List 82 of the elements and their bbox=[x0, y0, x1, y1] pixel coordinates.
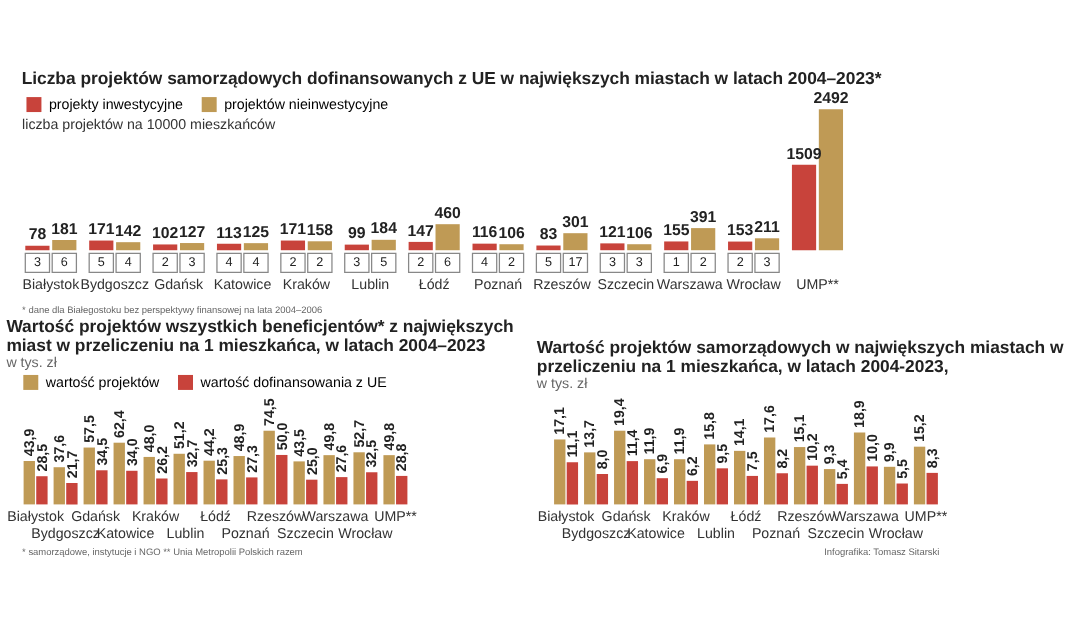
bar bbox=[396, 475, 408, 505]
bar bbox=[806, 465, 818, 505]
bar bbox=[913, 446, 926, 505]
bar bbox=[126, 470, 138, 505]
data-label: 147 bbox=[407, 221, 436, 240]
data-label: 211 bbox=[754, 217, 781, 236]
bar bbox=[233, 456, 245, 505]
data-label: 102 bbox=[152, 224, 180, 243]
bar bbox=[791, 164, 817, 251]
bar bbox=[36, 476, 48, 505]
bar bbox=[293, 461, 305, 505]
chart-title: Wartość projektów wszystkich beneficjentów* z największych miast w przeliczeniu na 1 mieszkańca, w latach 2004–2023 bbox=[6, 316, 514, 356]
chart-title: Liczba projektów samorządowych dofinansowanych z UE w największych miastach w latach 2004–2023* bbox=[21, 67, 883, 88]
bar bbox=[566, 462, 579, 505]
bar bbox=[746, 475, 758, 505]
bar bbox=[66, 482, 78, 505]
bar bbox=[626, 461, 639, 505]
data-label: 121 bbox=[599, 223, 627, 242]
data-label: 184 bbox=[370, 219, 399, 238]
chart-title: Wartość projektów samorządowych w największych miastach w przeliczeniu na 1 mieszkańca, w latach 2004-2023, bbox=[536, 336, 1064, 376]
bar bbox=[203, 460, 215, 505]
bar bbox=[216, 479, 228, 505]
bar bbox=[246, 477, 258, 505]
bar bbox=[263, 430, 275, 505]
data-label: 2492 bbox=[813, 88, 850, 107]
bar bbox=[674, 459, 686, 505]
bar bbox=[818, 109, 844, 251]
data-label: 171 bbox=[88, 220, 116, 239]
data-label: 116 bbox=[471, 223, 499, 242]
bar bbox=[323, 455, 335, 505]
data-label: 155 bbox=[663, 221, 691, 240]
data-label: 106 bbox=[626, 223, 654, 242]
bar bbox=[866, 466, 878, 505]
bar bbox=[83, 447, 95, 505]
bar bbox=[776, 473, 788, 505]
data-label: 181 bbox=[51, 219, 79, 238]
bar bbox=[896, 483, 908, 505]
bar bbox=[853, 432, 866, 505]
bar bbox=[733, 450, 746, 505]
bar bbox=[96, 470, 108, 505]
data-label: 391 bbox=[690, 207, 718, 226]
bar bbox=[584, 452, 596, 505]
data-label: 99 bbox=[348, 224, 367, 243]
data-label: 460 bbox=[434, 203, 462, 222]
data-label: 78 bbox=[28, 225, 48, 244]
data-label: 171 bbox=[279, 220, 308, 239]
bar bbox=[686, 480, 698, 505]
bar bbox=[716, 468, 728, 505]
bar bbox=[306, 479, 318, 505]
bar bbox=[704, 444, 716, 505]
bar bbox=[644, 459, 656, 505]
bar bbox=[53, 467, 65, 505]
bar bbox=[173, 453, 185, 505]
bar bbox=[366, 472, 378, 505]
bar bbox=[596, 474, 609, 505]
data-label: 142 bbox=[115, 221, 143, 240]
bar bbox=[836, 483, 848, 505]
bar bbox=[383, 455, 395, 505]
bar bbox=[156, 478, 168, 505]
bar bbox=[186, 472, 198, 505]
bar bbox=[823, 469, 836, 505]
bar bbox=[276, 454, 288, 505]
bar bbox=[23, 460, 35, 505]
bar bbox=[656, 478, 669, 505]
data-label: 106 bbox=[498, 223, 526, 242]
bar bbox=[614, 430, 626, 505]
bar bbox=[763, 437, 776, 505]
data-label: 127 bbox=[178, 222, 207, 241]
data-label: 301 bbox=[562, 212, 590, 231]
data-label: 153 bbox=[727, 221, 755, 240]
data-label: 158 bbox=[306, 220, 335, 239]
bar bbox=[554, 439, 566, 505]
bar bbox=[336, 477, 348, 505]
bar bbox=[793, 447, 806, 505]
data-label: 125 bbox=[242, 222, 271, 241]
data-label: 113 bbox=[216, 223, 243, 242]
bar bbox=[353, 452, 365, 505]
data-label: 83 bbox=[539, 225, 559, 244]
bar bbox=[926, 472, 938, 505]
bar bbox=[143, 456, 155, 505]
bar bbox=[113, 442, 125, 505]
bar bbox=[883, 466, 896, 505]
